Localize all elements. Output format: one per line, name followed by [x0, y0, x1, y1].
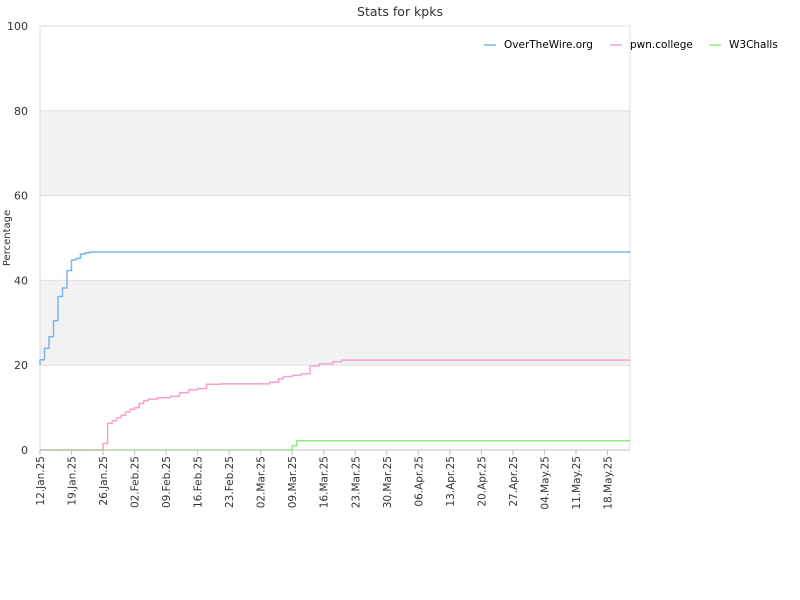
chart-title: Stats for kpks [357, 4, 443, 19]
x-tick-label: 19.Jan.25 [67, 456, 79, 506]
x-tick-label: 13.Apr.25 [445, 456, 457, 507]
series-line [40, 359, 630, 451]
grid-band [40, 280, 630, 366]
y-tick-label: 100 [7, 20, 28, 33]
y-tick-label: 20 [14, 359, 28, 372]
x-tick-label: 11.May.25 [571, 456, 583, 510]
plot-border [39, 25, 631, 451]
legend: OverTheWire.org pwn.college W3Challs [484, 39, 778, 51]
x-axis: 12.Jan.25 19.Jan.25 26.Jan.25 02.Feb.25 09.F… [35, 449, 630, 510]
x-tick-label: 23.Mar.25 [350, 456, 362, 508]
x-tick-label: 16.Mar.25 [319, 456, 331, 508]
x-tick-label: 09.Feb.25 [161, 456, 173, 508]
x-tick-label: 26.Jan.25 [98, 456, 110, 506]
x-tick-label: 02.Feb.25 [130, 456, 142, 508]
y-axis: 0 20 40 60 80 100 [7, 20, 28, 457]
x-tick-label: 23.Feb.25 [224, 456, 236, 508]
x-tick-label: 20.Apr.25 [476, 456, 488, 507]
x-tick-label: 16.Feb.25 [193, 456, 205, 508]
y-tick-label: 60 [14, 190, 28, 203]
grid-lines [40, 25, 630, 451]
x-tick-label: 02.Mar.25 [256, 456, 268, 508]
legend-item: pwn.college [630, 39, 693, 51]
legend-item: W3Challs [729, 39, 778, 51]
y-tick-label: 80 [14, 105, 28, 118]
plot-area [39, 25, 631, 451]
series-line [39, 251, 631, 366]
x-tick-label: 06.Apr.25 [413, 456, 425, 507]
y-tick-label: 40 [14, 274, 28, 287]
grid-band [40, 110, 630, 196]
y-tick-label: 0 [21, 444, 28, 457]
grid-bands [40, 110, 630, 366]
x-tick-label: 09.Mar.25 [287, 456, 299, 508]
x-tick-label: 27.Apr.25 [508, 456, 520, 507]
y-axis-label: Percentage [2, 210, 13, 266]
series-line [40, 439, 630, 451]
x-tick-label: 30.Mar.25 [382, 456, 394, 508]
x-tick-label: 04.May.25 [539, 456, 551, 510]
x-tick-label: 12.Jan.25 [35, 456, 47, 506]
legend-item: OverTheWire.org [504, 39, 593, 51]
x-tick-label: 18.May.25 [602, 456, 614, 510]
